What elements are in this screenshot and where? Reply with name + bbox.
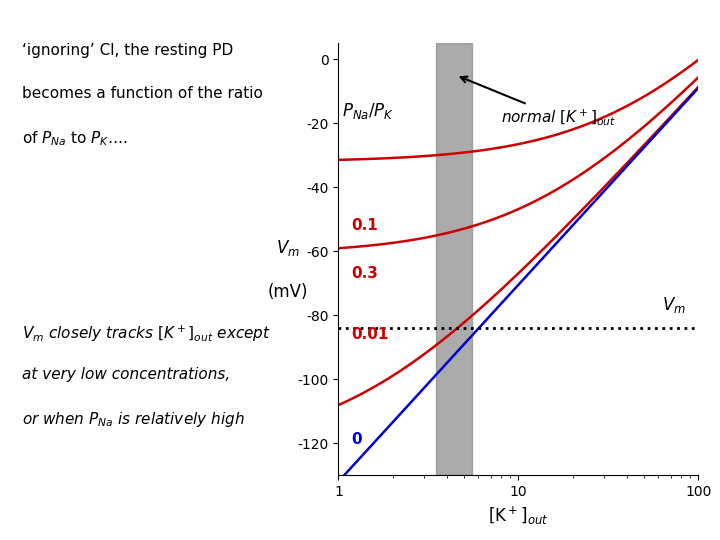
Text: (mV): (mV) [268, 282, 308, 301]
Text: $V_m$: $V_m$ [662, 295, 685, 315]
Bar [436, 43, 472, 475]
Text: 0: 0 [351, 433, 362, 448]
Text: $V_m$: $V_m$ [276, 238, 300, 259]
Text: $V_m$ closely tracks $[K^+]_{out}$ except: $V_m$ closely tracks $[K^+]_{out}$ excep… [22, 324, 271, 345]
Text: 0.1: 0.1 [351, 218, 378, 233]
Text: of $P_{Na}$ to $P_K$….: of $P_{Na}$ to $P_K$…. [22, 130, 127, 148]
Text: at very low concentrations,: at very low concentrations, [22, 367, 230, 382]
Text: becomes a function of the ratio: becomes a function of the ratio [22, 86, 263, 102]
Text: normal $[K^+]_{out}$: normal $[K^+]_{out}$ [461, 77, 616, 127]
X-axis label: [K$^+$]$_{out}$: [K$^+$]$_{out}$ [488, 504, 549, 527]
Text: 0.3: 0.3 [351, 266, 378, 281]
Text: 0.01: 0.01 [351, 327, 389, 342]
Text: ‘ignoring’ Cl, the resting PD: ‘ignoring’ Cl, the resting PD [22, 43, 233, 58]
Text: or when $P_{Na}$ is relatively high: or when $P_{Na}$ is relatively high [22, 410, 244, 429]
Text: $P_{Na}/P_K$: $P_{Na}/P_K$ [342, 101, 395, 121]
